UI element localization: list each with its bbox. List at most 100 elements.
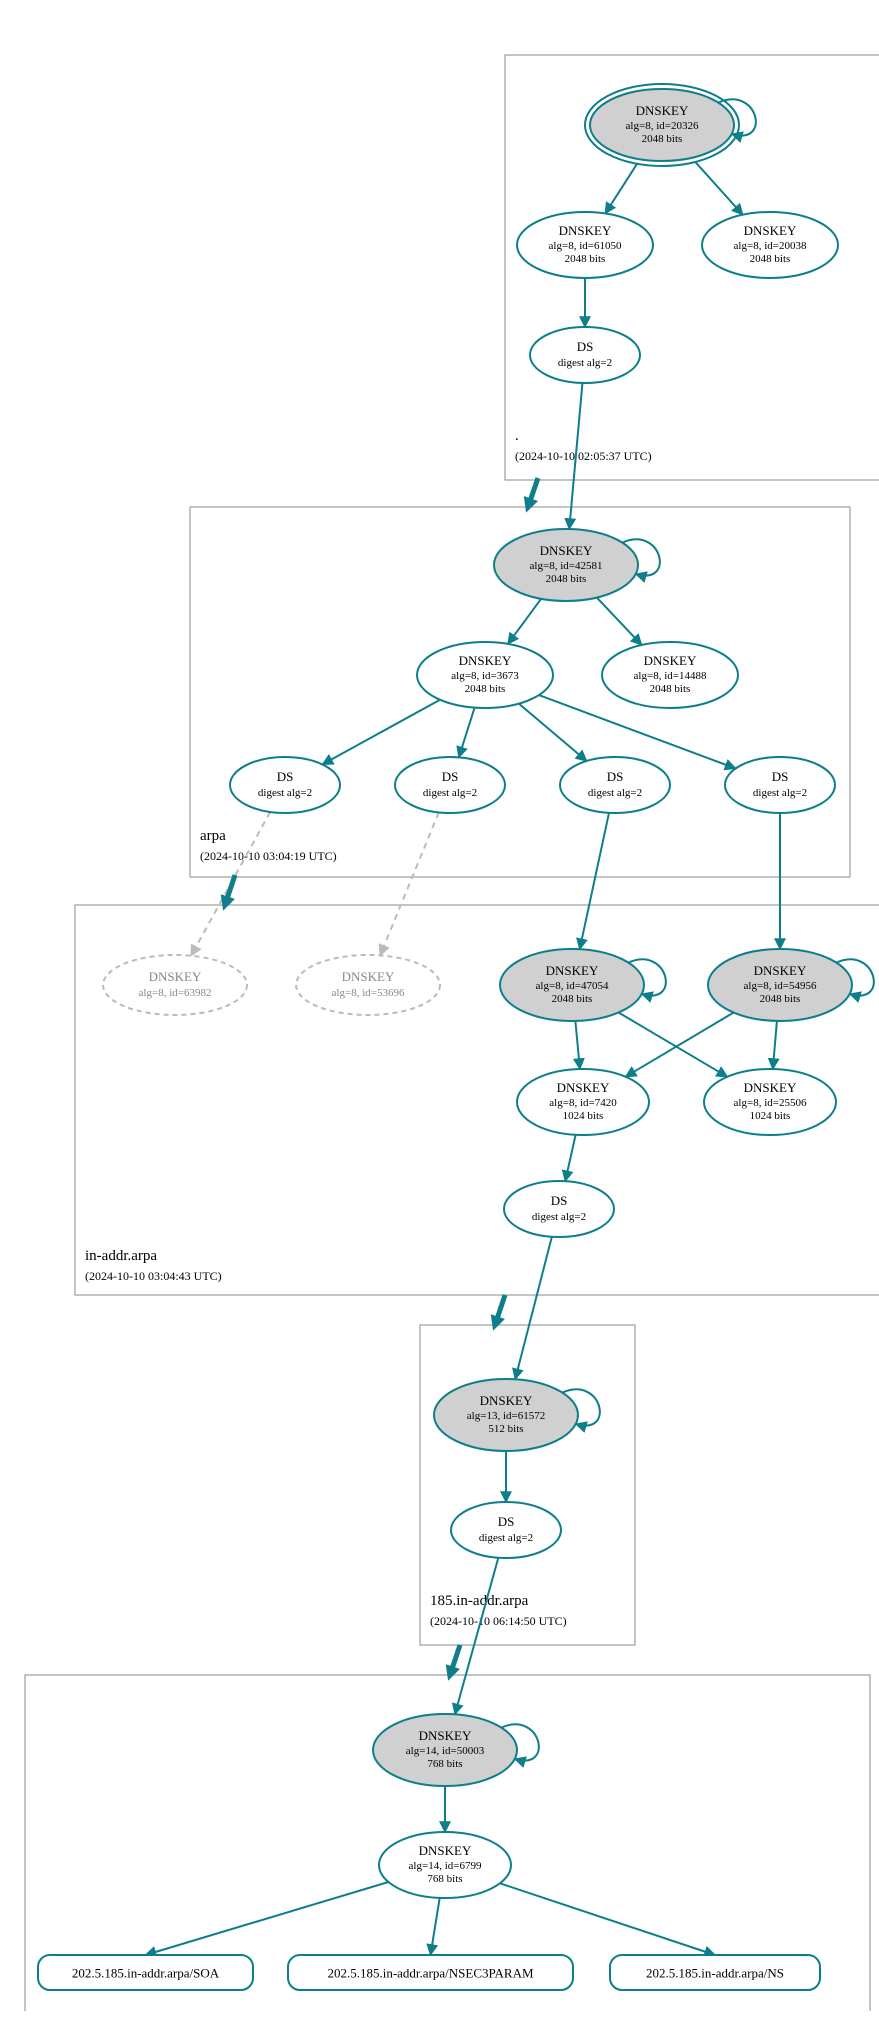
node-sub1: alg=14, id=50003 [406, 1745, 485, 1757]
node-sub1: alg=8, id=61050 [549, 240, 622, 252]
node-title: DNSKEY [540, 543, 593, 558]
rrset-rr_soa: 202.5.185.in-addr.arpa/SOA [38, 1955, 253, 1990]
edge [773, 1021, 777, 1069]
rrset-label: 202.5.185.in-addr.arpa/SOA [72, 1966, 220, 1981]
node-sub2: 512 bits [488, 1423, 523, 1435]
node-sub1: digest alg=2 [423, 787, 477, 799]
dnssec-diagram: .(2024-10-10 02:05:37 UTC)arpa(2024-10-1… [10, 10, 879, 2011]
node-sub1: alg=8, id=20326 [626, 120, 699, 132]
node-title: DNSKEY [419, 1843, 472, 1858]
zone-timestamp-inaddr: (2024-10-10 03:04:43 UTC) [85, 1269, 222, 1283]
node-n_in_25506: DNSKEYalg=8, id=255061024 bits [704, 1069, 836, 1135]
edge [597, 598, 642, 645]
node-sub1: alg=8, id=54956 [744, 980, 817, 992]
node-n_arpa_3673: DNSKEY alg=8, id=36732048 bits [417, 642, 553, 708]
node-n_185_ksk: DNSKEYalg=13, id=61572512 bits [434, 1379, 578, 1451]
node-title: DS [442, 769, 459, 784]
node-sub1: alg=8, id=42581 [530, 560, 603, 572]
node-n_root_ksk: DNSKEY alg=8, id=203262048 bits [585, 84, 739, 166]
node-n_arpa_ds4: DSdigest alg=2 [725, 757, 835, 813]
node-n_in_63982: DNSKEY alg=8, id=63982 [103, 955, 247, 1015]
node-sub1: alg=8, id=47054 [536, 980, 609, 992]
node-sub2: 1024 bits [563, 1110, 604, 1122]
node-n_in_47054: DNSKEYalg=8, id=470542048 bits [500, 949, 644, 1021]
node-sub2: 2048 bits [546, 573, 587, 585]
node-sub1: alg=8, id=3673 [451, 670, 519, 682]
rrset-label: 202.5.185.in-addr.arpa/NS [646, 1966, 784, 1981]
node-n_arpa_ds1: DS digest alg=2 [230, 757, 340, 813]
node-n_in_54956: DNSKEYalg=8, id=549562048 bits [708, 949, 852, 1021]
edge [380, 812, 439, 955]
node-n_arpa_ds2: DS digest alg=2 [395, 757, 505, 813]
edge [692, 158, 743, 215]
node-sub1: digest alg=2 [558, 357, 612, 369]
node-title: DNSKEY [459, 653, 512, 668]
node-title: DNSKEY [744, 1080, 797, 1095]
node-title: DNSKEY [419, 1728, 472, 1743]
node-title: DNSKEY [342, 969, 395, 984]
zone-timestamp-arpa: (2024-10-10 03:04:19 UTC) [200, 849, 337, 863]
node-sub1: digest alg=2 [532, 1211, 586, 1223]
node-n_202_6799: DNSKEY alg=14, id=6799768 bits [379, 1832, 511, 1898]
node-sub1: alg=8, id=7420 [549, 1097, 617, 1109]
edge [515, 1237, 552, 1380]
delegation-edge [450, 1645, 460, 1675]
zone-timestamp-185: (2024-10-10 06:14:50 UTC) [430, 1614, 567, 1628]
node-title: DS [498, 1514, 515, 1529]
edge [455, 1558, 498, 1715]
zone-label-arpa: arpa [200, 828, 226, 844]
node-sub1: alg=8, id=63982 [139, 987, 212, 999]
edge [619, 1012, 728, 1076]
node-sub1: alg=8, id=14488 [634, 670, 707, 682]
zone-label-185: 185.in-addr.arpa [430, 1593, 529, 1609]
node-sub2: 768 bits [427, 1758, 462, 1770]
edge [459, 708, 475, 758]
node-sub2: 2048 bits [650, 683, 691, 695]
edge [575, 1021, 580, 1069]
node-sub2: 2048 bits [565, 253, 606, 265]
node-title: DS [277, 769, 294, 784]
node-n_arpa_14488: DNSKEY alg=8, id=144882048 bits [602, 642, 738, 708]
node-n_in_7420: DNSKEY alg=8, id=74201024 bits [517, 1069, 649, 1135]
node-n_root_ds: DS digest alg=2 [530, 327, 640, 383]
edge [580, 813, 609, 949]
node-sub1: alg=8, id=20038 [734, 240, 807, 252]
edge [565, 1135, 575, 1181]
node-title: DNSKEY [557, 1080, 610, 1095]
node-title: DS [551, 1193, 568, 1208]
edge [322, 700, 440, 765]
rrset-rr_ns: 202.5.185.in-addr.arpa/NS [610, 1955, 820, 1990]
node-title: DNSKEY [636, 103, 689, 118]
node-sub2: 2048 bits [642, 133, 683, 145]
node-title: DNSKEY [480, 1393, 533, 1408]
edge [431, 1898, 440, 1955]
zone-timestamp-root: (2024-10-10 02:05:37 UTC) [515, 449, 652, 463]
node-title: DNSKEY [149, 969, 202, 984]
node-n_in_ds: DS digest alg=2 [504, 1181, 614, 1237]
rrset-rr_nsec3: 202.5.185.in-addr.arpa/NSEC3PARAM [288, 1955, 573, 1990]
node-sub1: alg=14, id=6799 [409, 1860, 482, 1872]
node-sub2: 768 bits [427, 1873, 462, 1885]
node-title: DNSKEY [644, 653, 697, 668]
node-sub2: 2048 bits [465, 683, 506, 695]
edge [605, 159, 640, 213]
node-sub1: digest alg=2 [258, 787, 312, 799]
edge [626, 1013, 734, 1077]
node-title: DS [577, 339, 594, 354]
node-title: DS [772, 769, 789, 784]
edge [146, 1882, 389, 1955]
node-title: DNSKEY [754, 963, 807, 978]
zone-label-inaddr: in-addr.arpa [85, 1248, 157, 1264]
node-title: DS [607, 769, 624, 784]
node-sub2: 2048 bits [552, 993, 593, 1005]
edge [519, 704, 587, 761]
node-n_202_ksk: DNSKEY alg=14, id=50003768 bits [373, 1714, 517, 1786]
edge [539, 695, 736, 768]
node-n_root_20038: DNSKEYalg=8, id=200382048 bits [702, 212, 838, 278]
node-sub1: alg=8, id=53696 [332, 987, 405, 999]
node-n_arpa_ksk: DNSKEY alg=8, id=425812048 bits [494, 529, 638, 601]
node-n_185_ds: DSdigest alg=2 [451, 1502, 561, 1558]
node-n_arpa_ds3: DSdigest alg=2 [560, 757, 670, 813]
node-sub2: 1024 bits [750, 1110, 791, 1122]
node-sub2: 2048 bits [750, 253, 791, 265]
